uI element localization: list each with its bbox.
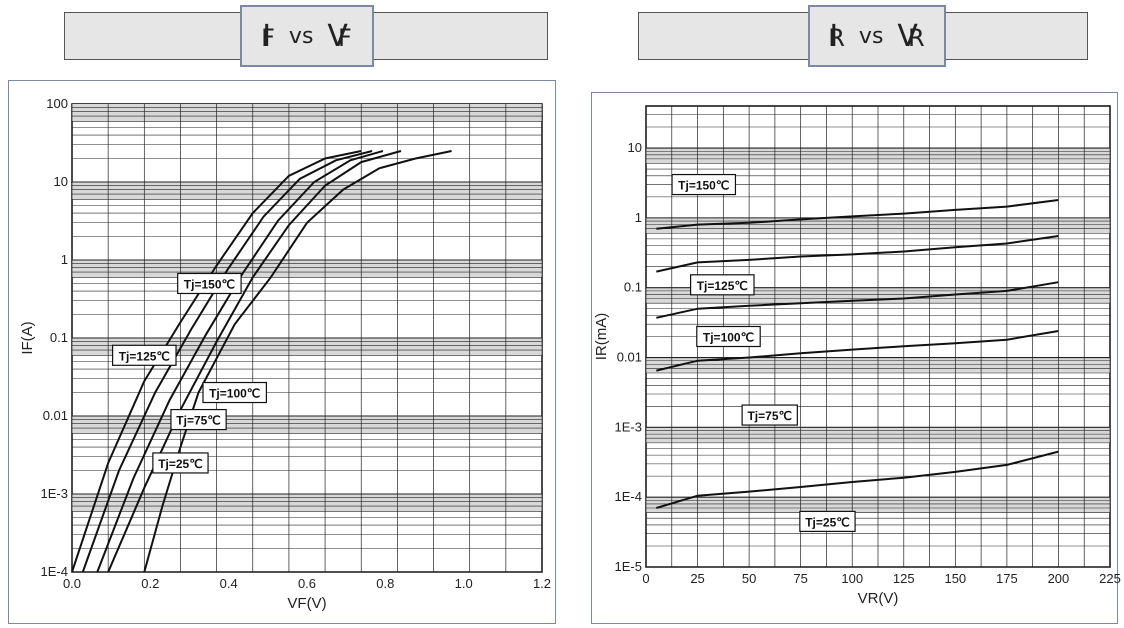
left-header-title: IF vs VF [240,5,374,67]
x-tick-label: 175 [996,571,1018,586]
y-tick-label: 0.1 [624,280,642,295]
series-label-box [671,173,737,196]
series-label-box [177,272,242,295]
x-tick-label: 150 [944,571,966,586]
x-tick-label: 0.8 [376,576,394,591]
x-tick-label: 1.0 [455,576,473,591]
series-label-box [170,408,227,431]
series-line [71,150,362,573]
x-tick-label: 125 [893,571,915,586]
series-line [656,281,1059,319]
left-title-axis: VF [327,18,352,54]
x-tick-label: 225 [1099,571,1121,586]
series-label: Tj=75℃ [176,414,221,428]
series-line [81,150,373,573]
right-title-main: IR [828,18,845,54]
series-label: Tj=25℃ [805,515,850,529]
y-tick-label: 1E-3 [615,419,642,434]
series-label-box [690,274,755,296]
series-line [96,150,384,573]
series-label: Tj=150℃ [184,277,235,291]
series-label-box [112,344,177,366]
x-tick-label: 50 [742,571,756,586]
y-tick-label: 0.1 [50,330,68,345]
series-label-box [152,452,209,474]
series-line [656,450,1059,509]
series-label: Tj=100℃ [703,331,754,345]
series-line [656,330,1059,372]
y-tick-label: 1E-4 [615,489,642,504]
y-tick-label: 1E-4 [41,564,68,579]
x-tick-label: 200 [1048,571,1070,586]
series-label-box [202,381,267,404]
series-label: Tj=25℃ [158,457,203,471]
series-line [656,235,1059,273]
y-tick-label: 1E-3 [41,486,68,501]
x-tick-label: 0.6 [298,576,316,591]
x-tick-label: 0 [642,571,649,586]
right-title-axis: VR [897,18,925,54]
series-label: Tj=100℃ [209,387,260,401]
y-tick-label: 1 [635,210,642,225]
y-tick-label: 0.01 [43,408,68,423]
x-tick-label: 0.4 [220,576,238,591]
x-tick-label: 25 [690,571,704,586]
decade-band [72,494,542,512]
right-header-title: IR vs VR [808,5,946,67]
y-tick-label: 100 [46,96,68,111]
x-tick-label: 75 [793,571,807,586]
series-label: Tj=75℃ [747,409,792,423]
decade-band [72,338,542,356]
y-tick-label: 10 [628,140,642,155]
x-axis-label: VR(V) [858,590,899,607]
y-tick-label: 1 [61,252,68,267]
y-tick-label: 0.01 [617,350,642,365]
x-tick-label: 0.0 [63,576,81,591]
series-label: Tj=150℃ [678,179,729,193]
x-axis-label: VF(V) [287,595,326,612]
y-tick-label: 10 [54,174,68,189]
series-label-box [741,404,798,426]
series-label: Tj=125℃ [697,279,748,293]
series-line [656,199,1059,230]
series-label-box [799,510,856,532]
decade-band [72,104,542,122]
x-tick-label: 0.2 [141,576,159,591]
y-tick-label: 1E-5 [615,559,642,574]
y-axis-label: IF(A) [19,321,36,354]
y-axis-label: IR(mA) [593,313,610,361]
x-tick-label: 1.2 [533,576,551,591]
x-tick-label: 100 [841,571,863,586]
left-title-main: IF [261,18,275,54]
series-label-box [696,325,761,348]
series-label: Tj=125℃ [119,349,170,363]
